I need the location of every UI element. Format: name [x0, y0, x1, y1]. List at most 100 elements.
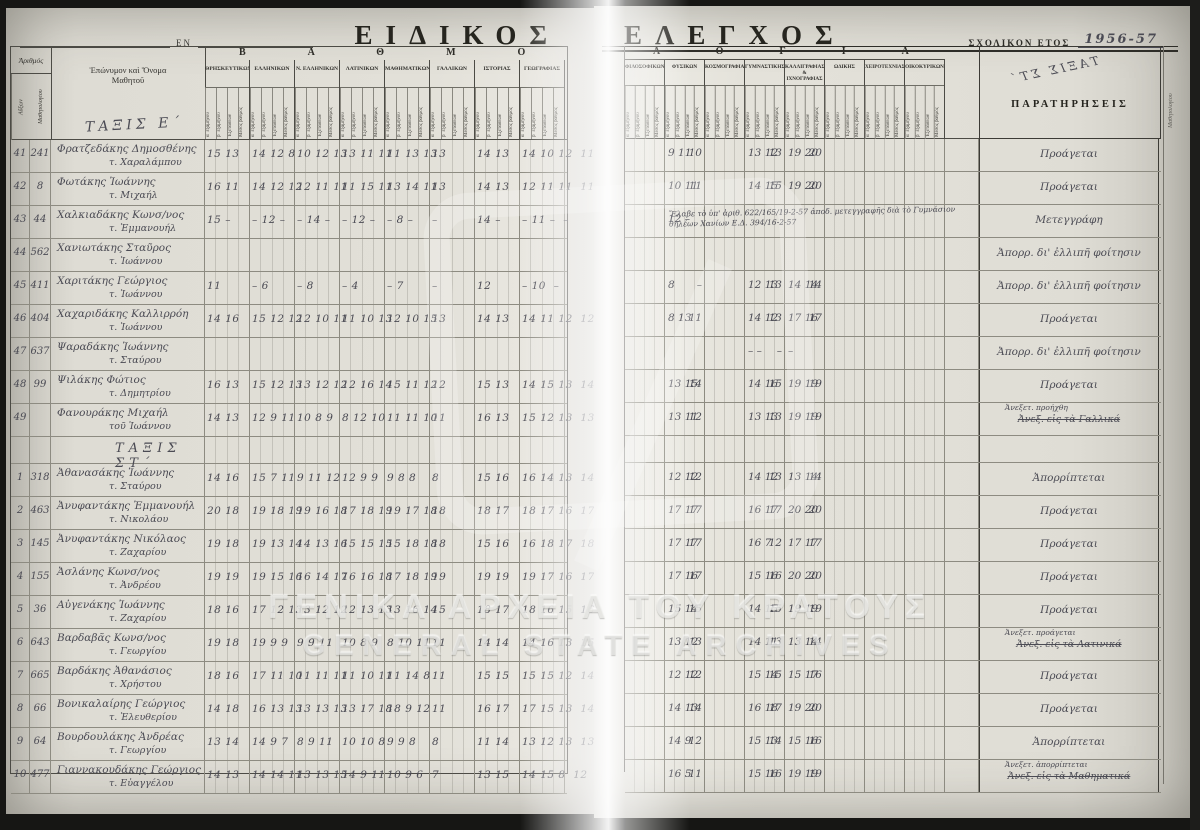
grade-value: 20 20 — [788, 570, 819, 582]
grade-cell: 8 – — [665, 271, 705, 303]
grade-cell: 14 13 — [205, 404, 250, 436]
registry-cell: 64 — [30, 728, 51, 760]
name-header-line2: Μαθητοῦ — [111, 75, 145, 85]
grade-cell: 15 12 13 13 — [520, 404, 594, 436]
grade-value: 10 9 6 — [387, 769, 424, 781]
grade-cell — [905, 271, 945, 303]
subcol-labels: α΄ ἑξαμήνου β΄ ἑξαμήνου Ἐξετάσεων Μέσος βαθ… — [625, 86, 664, 139]
grade-cell: 14 15 15 — [745, 172, 785, 204]
remarks-header-box: ΤΑΞΙΣ ΣΤ΄ ΠΑΡΑΤΗΡΗΣΕΙΣ — [979, 46, 1161, 139]
grade-value: 18 9 12 — [387, 703, 431, 715]
subcol-label: α΄ ἑξαμήνου — [705, 86, 715, 139]
subcol-labels: α΄ ἑξαμήνου β΄ ἑξαμήνου Ἐξετάσεων Μέσος βαθ… — [430, 88, 474, 139]
grade-value: 18 17 — [477, 604, 510, 616]
grade-cell — [475, 437, 520, 463]
serial-number: 41 — [13, 148, 27, 159]
remark-correction: Ἀνεξετ. προήχθη — [1004, 403, 1068, 412]
left-table: Ἀριθμός Αὔξων Μαθητολογίου Ἐπώνυμον καὶ … — [10, 46, 594, 794]
spacer-cell — [945, 337, 979, 369]
grade-mean: 13 — [768, 636, 782, 648]
grade-cell: 12 11 11 — [295, 173, 347, 205]
grade-cell — [825, 172, 865, 204]
subcol-labels: α΄ ἑξαμήνου β΄ ἑξαμήνου Ἐξετάσεων Μέσος βαθ… — [340, 88, 384, 139]
grade-cell — [625, 562, 665, 594]
grade-value: 9 8 8 — [387, 472, 417, 484]
serial-cell: 8 — [11, 695, 30, 727]
grade-cell: – — [430, 206, 475, 238]
grade-cell: 19 20 20 — [785, 172, 825, 204]
grade-cell: 15 11 12 — [385, 371, 437, 403]
grade-cell — [250, 239, 295, 271]
grade-band-right: ΛΟΓΙΑ — [653, 46, 965, 57]
grade-cell: – 11 – – — [520, 206, 568, 238]
subject-group: ΧΕΙΡΟΤΕΧΝΙΑΣ α΄ ἑξαμήνου β΄ ἑξαμήνου Ἐξετά… — [865, 60, 905, 139]
student-name: Χαχαριδάκης Καλλιρρόη — [57, 308, 189, 320]
registry-number: 477 — [30, 769, 50, 780]
grade-cell: 14 12 13 — [745, 304, 785, 336]
remark-text: Προάγεται — [1040, 571, 1098, 583]
grade-cell: 9 9 11 — [295, 629, 340, 661]
grade-cell: 14 12 12 — [250, 173, 302, 205]
registry-cell: 145 — [30, 530, 51, 562]
remark-text: Ἀπορρ. δι' ἐλλιπῆ φοίτησιν — [997, 247, 1141, 259]
grade-cell: 15 13 14 — [745, 727, 785, 759]
serial-cell: 49 — [11, 404, 30, 436]
remark-struck: Ἀνεξ. εἰς τὰ Γαλλικά — [1017, 414, 1121, 425]
grade-cell — [665, 436, 705, 462]
grade-value: 16 11 — [207, 181, 240, 193]
spacer-cell — [945, 529, 979, 561]
grade-cell — [865, 727, 905, 759]
student-patronymic: τ. Ἰωάννου — [109, 256, 163, 267]
grade-value: – 14 – — [297, 214, 331, 226]
name-cell: Χαριτάκης Γεώργιος τ. Ἰωάννου — [51, 272, 205, 304]
grade-value: – — [432, 214, 438, 226]
grade-cell — [865, 139, 905, 171]
serial-cell: 6 — [11, 629, 30, 661]
grade-cell — [825, 463, 865, 495]
grade-mean: 19 — [808, 603, 822, 615]
grade-cell — [905, 496, 945, 528]
grade-mean: 20 — [808, 504, 822, 516]
grade-cell — [705, 205, 745, 237]
grade-cell — [825, 205, 865, 237]
grade-cell — [905, 661, 945, 693]
grade-cell: 16 13 13 — [250, 695, 302, 727]
grade-cell: 14 11 12 12 — [520, 305, 594, 337]
name-cell: Φρατζεδάκης Δημοσθένης τ. Χαραλάμπου — [51, 140, 205, 172]
remark-text: Ἀπορρ. δι' ἐλλιπῆ φοίτησιν — [997, 346, 1141, 358]
grade-value: 8 — [432, 472, 440, 484]
registry-number: 8 — [36, 181, 44, 192]
grade-cell: 19 17 18 — [385, 497, 437, 529]
grade-cell — [250, 437, 295, 463]
grade-value: 11 14 — [477, 736, 510, 748]
grade-cell: 19 18 — [205, 629, 250, 661]
subject-group: ΓΑΛΛΙΚΩΝ α΄ ἑξαμήνου β΄ ἑξαμήνου Ἐξετάσεων… — [430, 60, 475, 139]
grade-mean: 14 — [808, 636, 822, 648]
grade-value: 11 — [432, 703, 447, 715]
grade-cell — [430, 239, 475, 271]
grade-cell: 19 19 19 — [785, 760, 825, 792]
grade-value: 12 9 11 — [252, 412, 296, 424]
spacer-cell — [945, 595, 979, 627]
grade-value: 13 14 — [788, 636, 819, 648]
grade-cell: 15 15 — [475, 662, 520, 694]
page-left: ΕΝ ΕΙΔΙΚΟΣ Ἀριθμός Αὔξων Μαθητολογίου Ἐπ… — [6, 8, 594, 814]
grade-cell — [865, 337, 905, 369]
grade-cell: 14 18 — [205, 695, 250, 727]
grade-cell: 13 13 15 — [295, 761, 347, 793]
subcol-labels: α΄ ἑξαμήνου β΄ ἑξαμήνου Ἐξετάσεων Μέσος βαθ… — [825, 86, 864, 139]
grade-value: 15 14 — [748, 669, 779, 681]
next-page-edge-column: Μαθητολογίου — [1163, 46, 1186, 784]
grade-cell: 19 20 20 — [785, 139, 825, 171]
grade-cell: 19 17 16 17 — [520, 563, 594, 595]
grade-cell — [905, 304, 945, 336]
name-cell: Ἀσλάνης Κωνσ/νος τ. Ἀνδρέου — [51, 563, 205, 595]
grade-mean: 12 — [688, 735, 702, 747]
grade-cell: – 8 – — [385, 206, 430, 238]
grade-cell: 19 9 9 — [250, 629, 295, 661]
class-label-handwritten: ΤΑΞΙΣ Ε΄ — [84, 114, 184, 136]
grade-cell: 14 13 — [475, 305, 520, 337]
grade-mean: 17 — [688, 537, 702, 549]
spacer-cell — [945, 436, 979, 462]
grade-value: 15 12 13 13 — [522, 412, 595, 424]
